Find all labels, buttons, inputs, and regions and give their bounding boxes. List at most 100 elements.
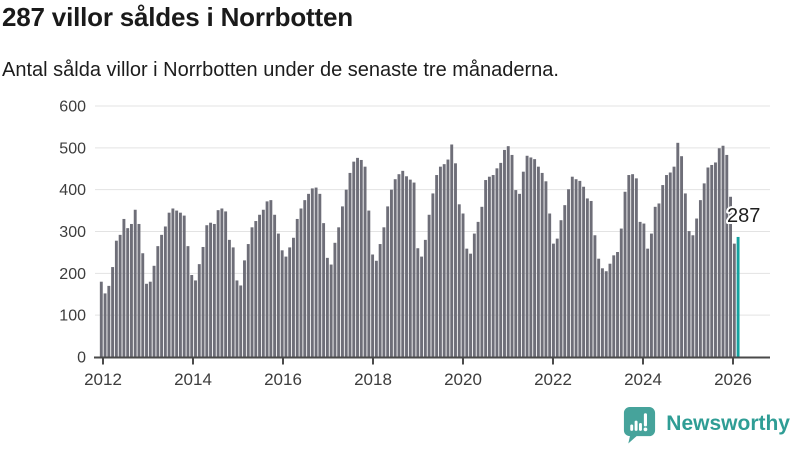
bar xyxy=(431,193,435,357)
bar xyxy=(476,221,480,357)
bar xyxy=(393,179,397,357)
bar xyxy=(374,260,378,357)
bar xyxy=(627,175,631,357)
bar xyxy=(533,159,537,357)
bar xyxy=(273,214,277,357)
bar xyxy=(412,182,416,357)
bar xyxy=(114,240,118,357)
bar xyxy=(250,227,254,357)
bar xyxy=(521,171,525,357)
bar xyxy=(310,188,314,357)
bar xyxy=(190,275,194,357)
bar xyxy=(314,187,318,357)
bar xyxy=(687,231,691,357)
bar xyxy=(371,254,375,357)
bar xyxy=(194,280,197,357)
page-title: 287 villor såldes i Norrbotten xyxy=(2,2,353,32)
bar xyxy=(386,206,390,357)
bar xyxy=(307,193,310,357)
bar xyxy=(668,172,672,357)
bar xyxy=(487,176,491,357)
x-axis-label: 2018 xyxy=(354,370,392,389)
bar xyxy=(638,221,642,357)
bar xyxy=(133,209,137,357)
bar xyxy=(156,246,160,357)
bar xyxy=(152,265,156,357)
bar xyxy=(683,193,687,357)
bar xyxy=(510,154,514,357)
bar xyxy=(148,281,152,357)
y-axis-label: 400 xyxy=(59,182,86,199)
bar xyxy=(514,190,518,357)
bar xyxy=(438,166,442,357)
bar xyxy=(423,239,427,357)
bar xyxy=(197,264,201,357)
bar xyxy=(235,280,239,357)
bar xyxy=(536,166,540,357)
bar xyxy=(529,157,533,357)
y-axis-label: 300 xyxy=(59,224,86,241)
bar xyxy=(284,256,288,357)
bar xyxy=(661,185,665,357)
bar xyxy=(495,168,499,357)
x-axis-label: 2022 xyxy=(534,370,572,389)
bar xyxy=(506,146,510,357)
bar xyxy=(608,263,612,357)
bar xyxy=(359,159,363,357)
bar xyxy=(258,214,262,357)
y-axis-label: 600 xyxy=(59,99,86,116)
newsworthy-logo-icon xyxy=(624,406,656,444)
bar xyxy=(427,214,431,357)
bar xyxy=(435,175,439,357)
bar xyxy=(318,193,322,357)
bar xyxy=(99,281,103,357)
highlight-bar xyxy=(736,236,740,357)
bar xyxy=(710,164,714,357)
bar xyxy=(118,234,122,357)
bar xyxy=(416,248,420,357)
bar xyxy=(352,161,356,357)
bar xyxy=(239,285,243,357)
x-axis-label: 2026 xyxy=(714,370,752,389)
bar xyxy=(649,233,653,357)
bar xyxy=(491,175,495,357)
bar xyxy=(714,162,717,357)
x-axis-label: 2024 xyxy=(624,370,662,389)
bar xyxy=(175,210,179,357)
bar xyxy=(137,223,141,357)
y-axis-label: 100 xyxy=(59,308,86,325)
bar xyxy=(122,218,126,357)
bar xyxy=(597,258,601,357)
bar xyxy=(295,218,299,357)
bar xyxy=(646,248,650,357)
bar xyxy=(356,157,359,357)
bar xyxy=(732,243,736,357)
bar xyxy=(612,255,616,357)
bar xyxy=(457,204,461,357)
bar xyxy=(163,226,167,357)
bar xyxy=(325,257,329,357)
bar xyxy=(567,189,570,357)
bar xyxy=(706,167,710,357)
bar xyxy=(578,180,582,357)
bar xyxy=(280,250,284,357)
bar xyxy=(680,156,684,357)
bar xyxy=(408,179,412,357)
bar xyxy=(178,212,182,357)
bar xyxy=(299,208,303,357)
bar xyxy=(503,149,506,357)
bar xyxy=(107,285,111,357)
bar xyxy=(212,223,216,357)
bar xyxy=(171,208,175,357)
x-axis-label: 2016 xyxy=(264,370,302,389)
bar xyxy=(231,247,235,357)
bar xyxy=(642,223,646,357)
bar xyxy=(246,244,250,357)
bar xyxy=(574,179,578,357)
bar xyxy=(126,228,130,357)
bar xyxy=(389,189,393,357)
bar xyxy=(209,222,213,357)
bar xyxy=(465,248,469,357)
bar xyxy=(145,283,148,357)
bar xyxy=(472,233,476,357)
